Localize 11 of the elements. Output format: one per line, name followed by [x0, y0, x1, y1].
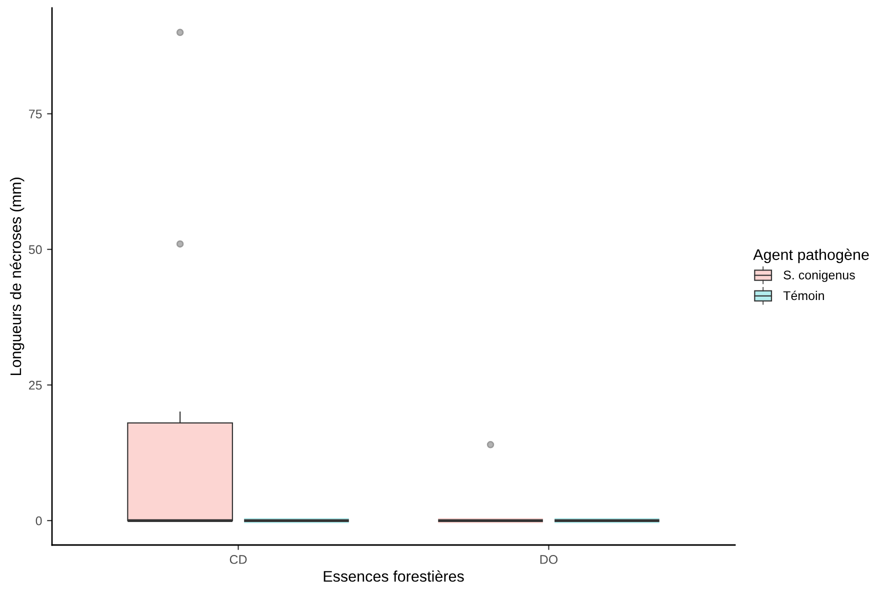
- y-axis-title: Longueurs de nécroses (mm): [10, 178, 24, 376]
- y-tick-label: 25: [29, 380, 42, 390]
- legend-title: Agent pathogène: [753, 248, 869, 264]
- y-tick-label: 50: [28, 245, 42, 254]
- y-tick-label: 75: [29, 110, 42, 118]
- y-tick-label: 0: [36, 516, 42, 526]
- legend-label: S. conigenus: [784, 270, 855, 282]
- x-tick-label: DO: [540, 555, 558, 564]
- x-tick-label: CD: [230, 555, 247, 564]
- x-axis-title: Essences forestières: [324, 570, 464, 582]
- legend-label: Témoin: [783, 290, 824, 300]
